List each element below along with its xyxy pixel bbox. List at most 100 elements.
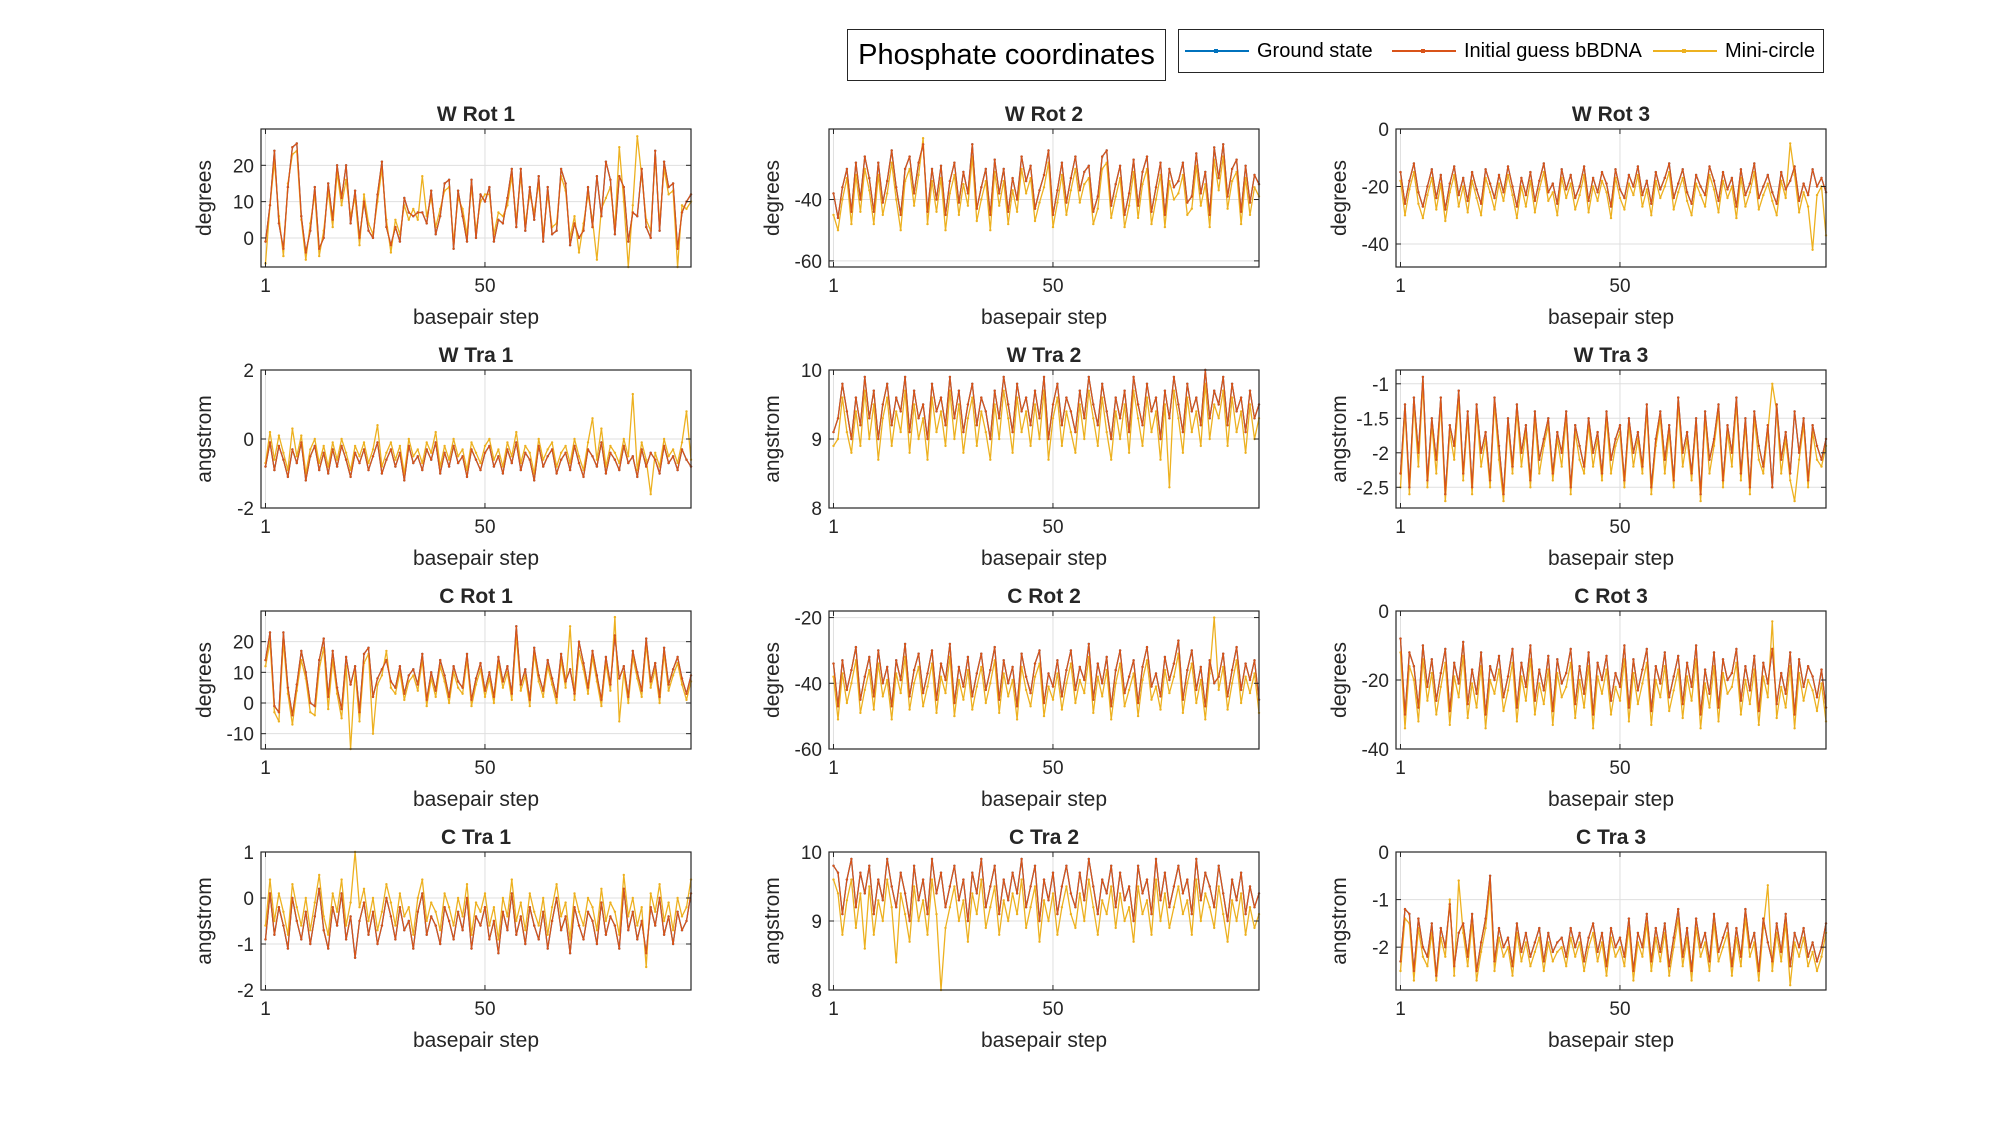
subplot-title: C Tra 2 (1009, 826, 1079, 849)
data-point (859, 210, 862, 213)
data-point (1208, 885, 1211, 888)
data-point (948, 642, 952, 646)
data-point (1802, 936, 1805, 939)
data-point (1248, 885, 1252, 888)
data-point (1204, 892, 1207, 895)
data-point (1181, 173, 1185, 177)
data-point (1663, 185, 1667, 188)
data-point (1065, 864, 1068, 867)
data-point (613, 458, 617, 461)
data-point (636, 938, 639, 941)
data-point (1775, 716, 1778, 720)
data-point (1015, 198, 1019, 201)
data-point (1217, 189, 1220, 192)
data-point (1632, 969, 1635, 973)
data-point (1150, 410, 1153, 413)
data-point (1569, 486, 1572, 489)
data-point (582, 924, 585, 927)
data-point (944, 424, 947, 427)
data-point (1141, 183, 1144, 186)
data-point (1712, 437, 1716, 441)
data-point (966, 403, 970, 406)
data-point (989, 213, 992, 217)
data-point (1766, 884, 1770, 887)
data-point (573, 906, 576, 909)
data-point (1784, 188, 1787, 191)
data-point (640, 919, 643, 923)
data-point (1078, 189, 1082, 192)
data-point (939, 164, 943, 167)
data-point (515, 625, 518, 628)
data-point (380, 160, 384, 163)
data-point (1739, 479, 1743, 482)
data-point (1551, 950, 1555, 954)
data-point (1177, 885, 1180, 888)
data-point (1096, 424, 1100, 427)
data-point (1190, 912, 1194, 916)
data-point (1141, 424, 1144, 427)
data-point (371, 695, 375, 699)
data-point (1762, 193, 1765, 197)
data-point (1524, 941, 1528, 944)
data-point (1172, 885, 1176, 888)
data-point (667, 193, 670, 196)
data-point (1408, 188, 1411, 191)
data-point (1056, 933, 1059, 936)
data-point (863, 947, 866, 950)
data-point (550, 906, 554, 909)
data-point (1623, 955, 1626, 958)
data-point (1226, 708, 1229, 711)
data-point (1136, 885, 1140, 888)
data-point (1802, 417, 1805, 420)
data-point (273, 458, 276, 461)
data-point (1820, 458, 1823, 461)
data-point (1029, 164, 1032, 167)
data-point (537, 437, 540, 441)
data-point (1248, 906, 1252, 909)
data-point (367, 461, 370, 465)
data-point (1753, 931, 1756, 935)
data-point (510, 461, 513, 465)
y-tick-label: 8 (811, 981, 822, 1002)
data-point (568, 668, 572, 671)
data-point (1177, 192, 1180, 195)
data-point (340, 196, 343, 200)
data-point (1721, 486, 1725, 489)
data-point (1668, 965, 1671, 968)
data-point (1699, 727, 1702, 730)
data-point (434, 695, 437, 699)
data-point (1614, 671, 1617, 675)
data-point (850, 878, 853, 881)
y-axis-label: angstrom (1328, 877, 1351, 965)
data-point (1708, 458, 1711, 461)
data-point (832, 192, 835, 195)
data-point (912, 885, 916, 888)
data-point (497, 448, 500, 451)
data-point (1159, 708, 1162, 711)
data-point (1421, 205, 1425, 208)
data-point (1033, 403, 1037, 406)
data-point (416, 218, 419, 221)
data-point (331, 649, 334, 653)
data-point (398, 665, 402, 668)
data-point (1744, 907, 1747, 911)
data-point (1596, 661, 1599, 664)
data-point (613, 924, 617, 927)
data-point (1789, 479, 1792, 482)
data-point (488, 444, 491, 448)
data-point (416, 896, 419, 900)
data-point (926, 685, 929, 688)
data-point (479, 468, 482, 472)
data-point (1448, 709, 1452, 713)
data-point (1145, 645, 1149, 649)
data-point (1591, 451, 1595, 454)
data-point (872, 695, 875, 698)
data-point (1511, 472, 1514, 475)
data-point (1136, 701, 1140, 705)
axes-box (260, 128, 692, 268)
data-point (640, 695, 643, 699)
data-point (1672, 479, 1675, 482)
data-point (1470, 682, 1474, 685)
data-point (658, 883, 661, 886)
data-point (899, 410, 902, 413)
